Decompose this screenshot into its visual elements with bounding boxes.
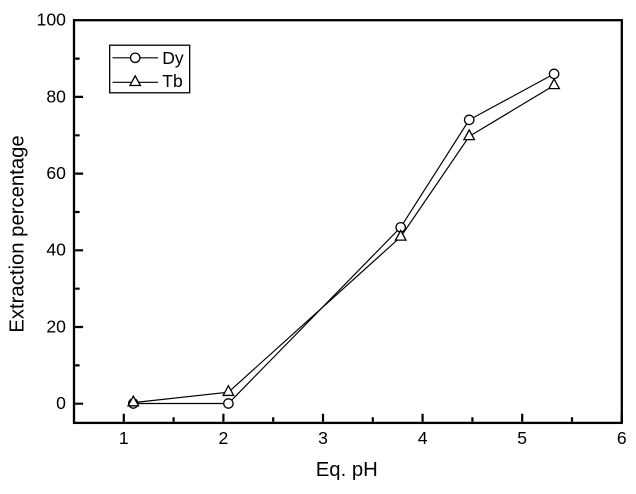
svg-text:40: 40 (46, 240, 66, 260)
svg-text:0: 0 (56, 393, 66, 413)
svg-text:80: 80 (46, 86, 66, 106)
svg-text:60: 60 (46, 163, 66, 183)
svg-text:2: 2 (219, 428, 229, 448)
svg-text:Dy: Dy (162, 48, 184, 68)
svg-text:100: 100 (37, 10, 67, 30)
svg-text:20: 20 (46, 316, 66, 336)
svg-text:Tb: Tb (162, 71, 182, 91)
svg-text:6: 6 (617, 428, 627, 448)
svg-text:5: 5 (517, 428, 527, 448)
svg-text:Eq. pH: Eq. pH (316, 459, 378, 481)
svg-text:4: 4 (418, 428, 428, 448)
svg-text:1: 1 (119, 428, 129, 448)
svg-text:Extraction percentage: Extraction percentage (7, 135, 29, 332)
svg-text:3: 3 (318, 428, 328, 448)
